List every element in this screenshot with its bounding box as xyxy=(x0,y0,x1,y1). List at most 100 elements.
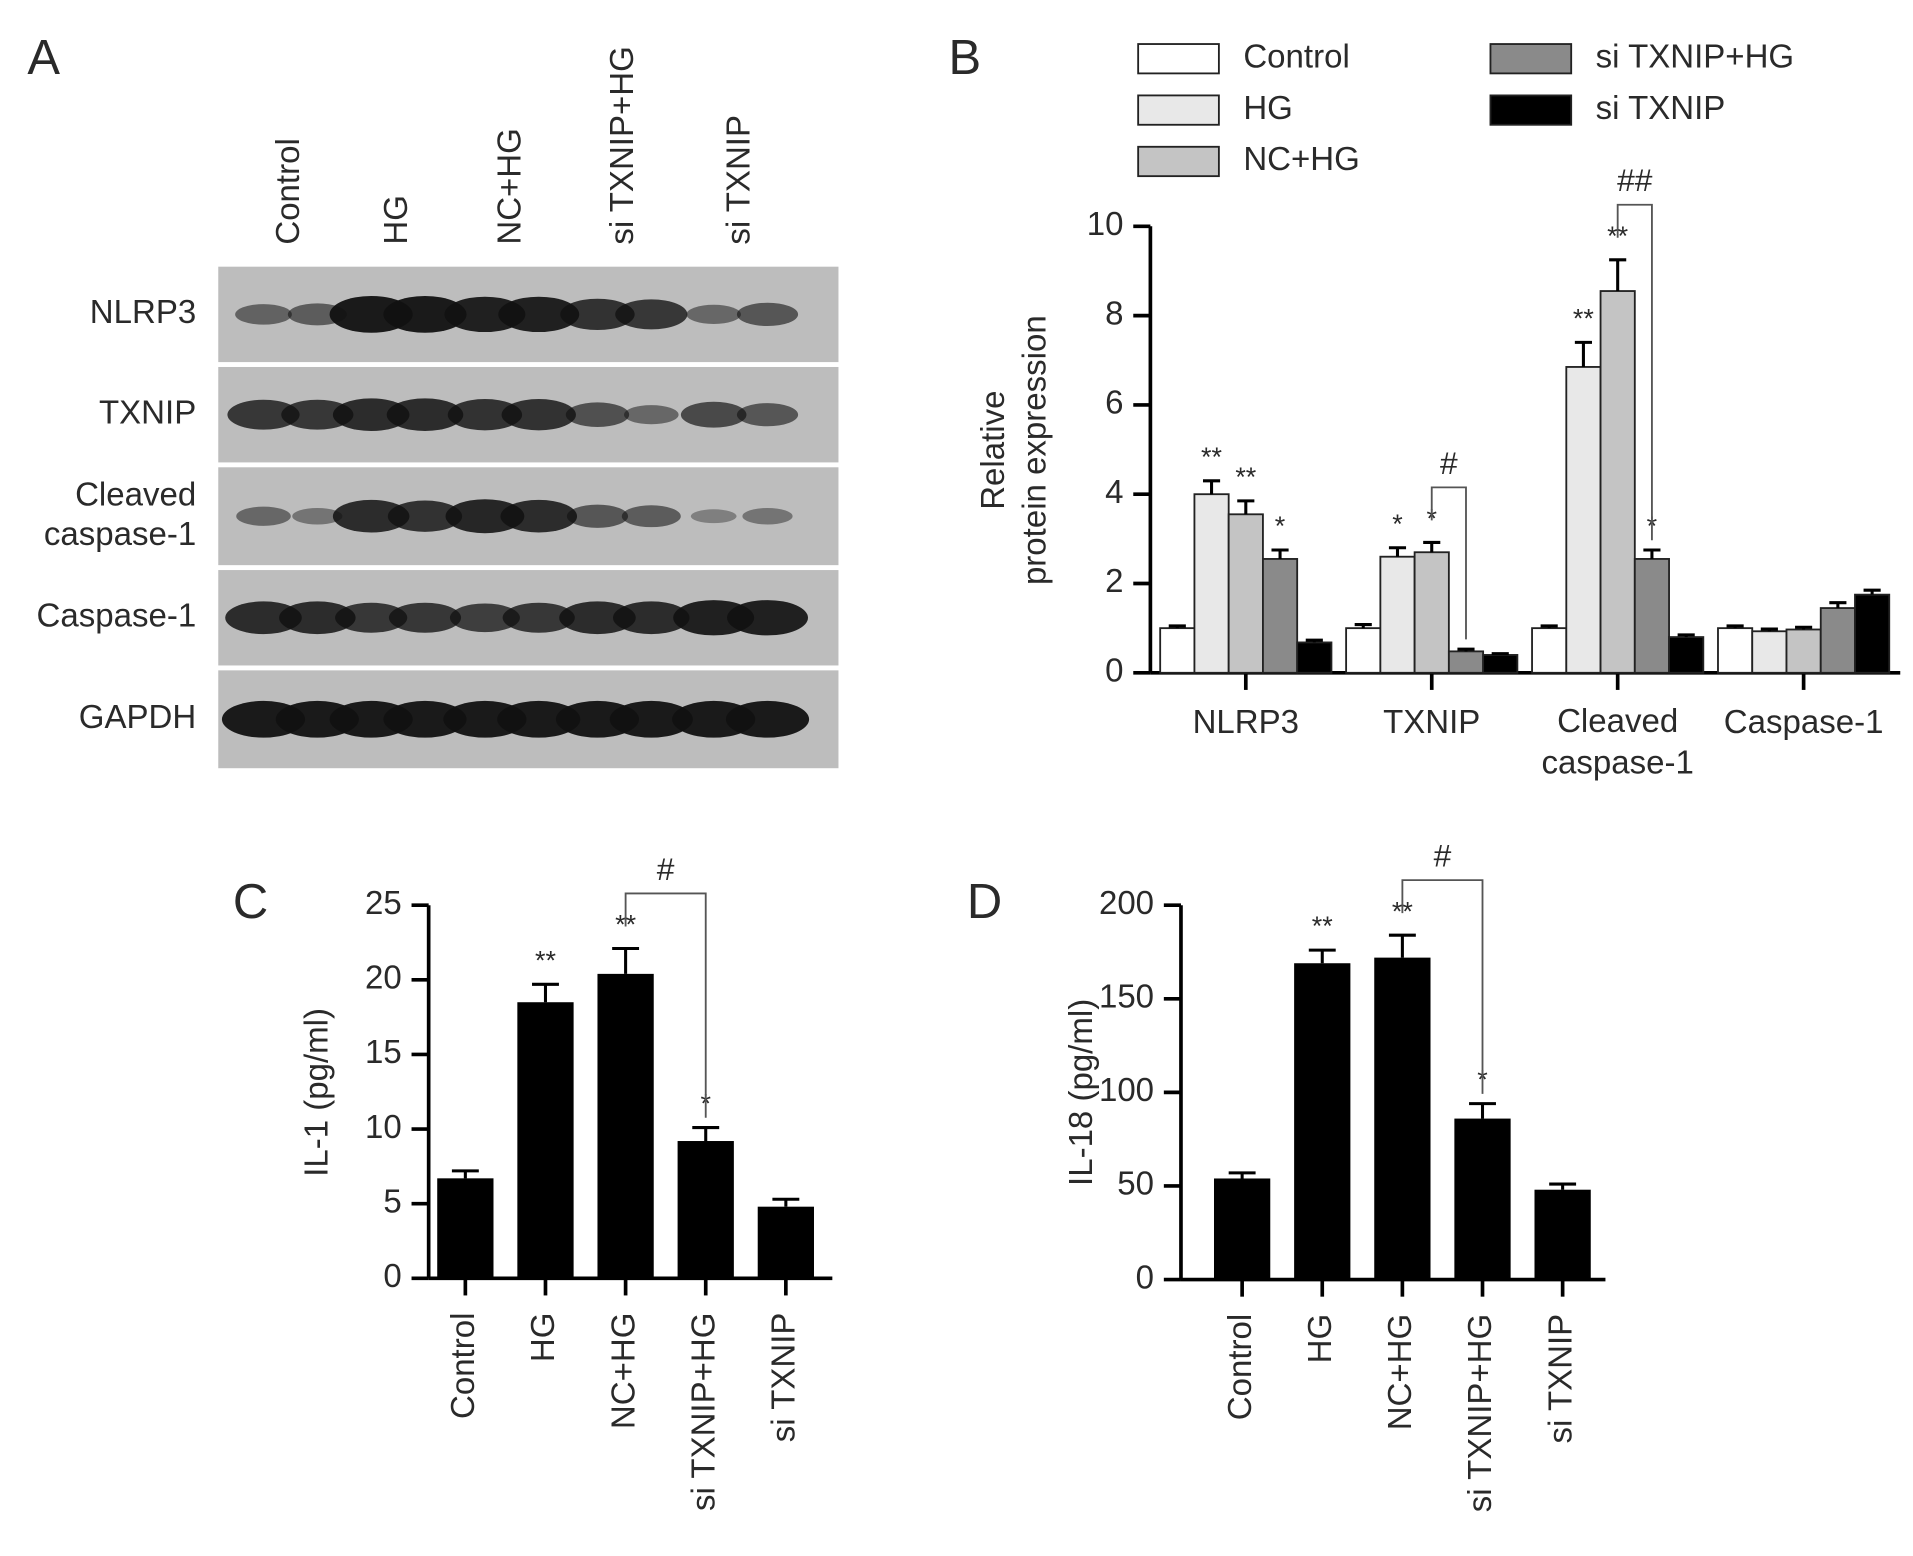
y-tick-label: 0 xyxy=(1136,1258,1154,1295)
panel-label: B xyxy=(949,31,982,85)
y-tick-label: 5 xyxy=(383,1182,401,1219)
band xyxy=(559,601,636,635)
error-bar xyxy=(1549,1182,1577,1190)
band xyxy=(621,505,681,528)
error-bar xyxy=(1469,1102,1496,1119)
band xyxy=(501,399,576,431)
band xyxy=(736,403,799,427)
band xyxy=(727,600,808,636)
band xyxy=(292,507,343,525)
band xyxy=(742,507,793,525)
comparison-bracket xyxy=(1430,486,1467,640)
band xyxy=(387,500,463,532)
band xyxy=(235,304,292,325)
bar xyxy=(757,1206,814,1279)
y-tick-label: 10 xyxy=(365,1108,402,1145)
bar xyxy=(1227,513,1264,674)
lane-label: si TXNIP+HG xyxy=(603,46,640,244)
y-tick-label: 100 xyxy=(1099,1071,1154,1108)
band xyxy=(613,601,690,635)
error-bar xyxy=(612,946,640,974)
error-bar xyxy=(1863,588,1881,595)
bar xyxy=(1374,957,1431,1280)
lane-label: si TXNIP xyxy=(719,115,756,245)
error-bar xyxy=(1388,933,1416,958)
bar xyxy=(1213,1178,1271,1280)
comparison-bracket xyxy=(1401,879,1484,1094)
error-bar xyxy=(1574,340,1592,367)
error-bar xyxy=(1540,624,1558,629)
error-bar xyxy=(1829,601,1847,609)
legend-swatch xyxy=(1489,94,1573,126)
error-bar xyxy=(1202,479,1221,495)
legend-swatch xyxy=(1137,43,1220,75)
comparison-label: # xyxy=(1440,445,1458,481)
row-label: GAPDH xyxy=(79,698,196,735)
bar xyxy=(1447,650,1485,674)
y-tick-label: 15 xyxy=(365,1033,402,1070)
legend-label: HG xyxy=(1243,89,1293,126)
y-tick-label: 150 xyxy=(1099,978,1154,1015)
comparison-label: ## xyxy=(1617,162,1653,198)
error-bar xyxy=(1423,540,1441,553)
bar xyxy=(1785,628,1822,674)
y-tick-label: 200 xyxy=(1099,884,1154,921)
bar xyxy=(677,1141,734,1279)
x-tick-label: Cleaved caspase-1 xyxy=(1542,702,1694,781)
bar xyxy=(1296,641,1333,674)
significance: * xyxy=(1392,509,1403,539)
legend-swatch xyxy=(1489,43,1573,75)
y-axis-label: IL-18 (pg/ml) xyxy=(1062,999,1099,1186)
bar xyxy=(1534,1189,1591,1280)
panel-label: C xyxy=(233,875,268,929)
legend-label: si TXNIP+HG xyxy=(1596,37,1794,74)
bar xyxy=(1379,555,1416,674)
y-axis-label: IL-1 (pg/ml) xyxy=(297,1008,334,1177)
band xyxy=(736,302,799,327)
error-bar xyxy=(1271,548,1289,559)
band xyxy=(332,398,410,432)
band xyxy=(281,399,354,430)
error-bar xyxy=(1726,624,1744,629)
x-tick-label: HG xyxy=(524,1313,561,1363)
bar xyxy=(437,1178,494,1279)
band xyxy=(388,602,462,633)
y-tick-label: 25 xyxy=(365,884,402,921)
band xyxy=(615,299,688,330)
x-tick-label: si TXNIP+HG xyxy=(1461,1314,1498,1512)
band xyxy=(225,601,302,635)
error-bar xyxy=(1795,625,1813,630)
bar xyxy=(1819,607,1856,674)
bar xyxy=(1413,551,1450,674)
error-bar xyxy=(1457,647,1475,652)
x-tick-label: NLRP3 xyxy=(1193,703,1299,740)
y-tick-label: 6 xyxy=(1105,384,1123,421)
comparison-bracket xyxy=(1616,203,1653,541)
error-bar xyxy=(1308,948,1336,964)
band xyxy=(560,298,635,331)
error-bar xyxy=(1760,627,1778,632)
x-tick-label: si TXNIP+HG xyxy=(684,1313,721,1511)
row-label: TXNIP xyxy=(99,393,196,430)
y-tick-label: 0 xyxy=(1105,652,1123,689)
comparison-label: # xyxy=(1434,838,1452,874)
lane-label: NC+HG xyxy=(491,128,528,245)
legend-label: NC+HG xyxy=(1243,140,1360,177)
x-tick-label: Control xyxy=(1221,1314,1258,1420)
lane-label: Control xyxy=(269,138,306,244)
x-tick-label: NC+HG xyxy=(1381,1314,1418,1430)
band xyxy=(383,296,467,333)
error-bar xyxy=(772,1197,800,1207)
band xyxy=(227,399,300,430)
error-bar xyxy=(1491,652,1509,656)
x-tick-label: Caspase-1 xyxy=(1724,703,1884,740)
panel-label: D xyxy=(967,875,1002,929)
bar xyxy=(1482,654,1519,674)
band xyxy=(690,509,737,524)
y-axis-label: Relative protein expression xyxy=(974,315,1053,585)
band xyxy=(725,700,810,738)
bar xyxy=(517,1002,574,1279)
band xyxy=(686,304,741,324)
band xyxy=(383,700,467,738)
